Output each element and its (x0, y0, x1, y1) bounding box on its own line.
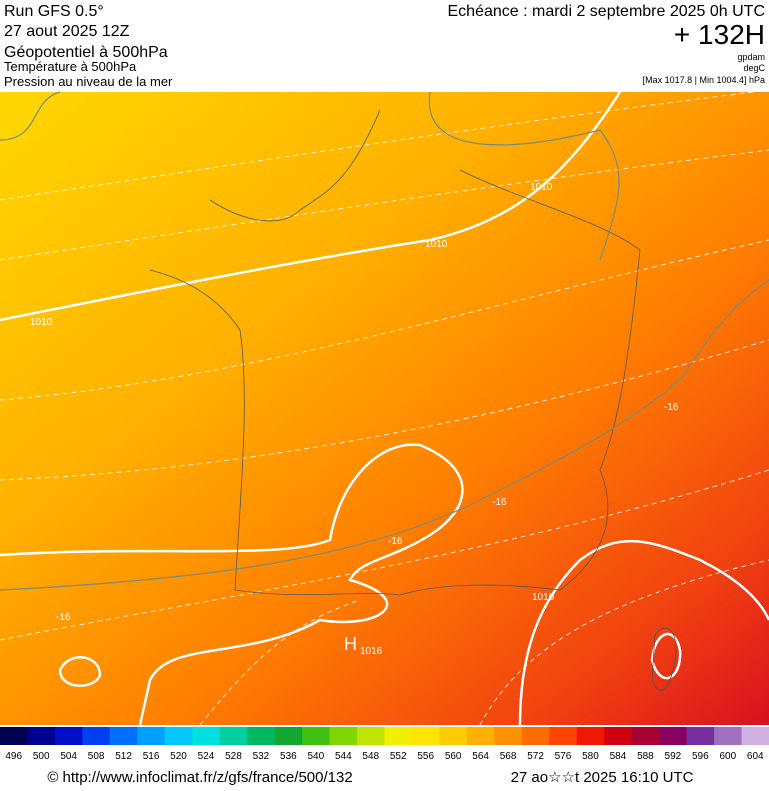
colorbar-label: 508 (88, 751, 105, 762)
colorbar-label: 504 (60, 751, 77, 762)
subtitle: Température à 500hPa (4, 59, 137, 74)
colorbar-swatch (329, 727, 358, 745)
colorbar-swatch (494, 727, 523, 745)
isobar-label: 1010 (425, 239, 448, 250)
colorbar-swatch (714, 727, 743, 745)
colorbar-swatch (549, 727, 578, 745)
colorbar-swatch (27, 727, 56, 745)
title: Géopotentiel à 500hPa (4, 44, 168, 61)
colorbar-label: 572 (527, 751, 544, 762)
colorbar-label: 524 (198, 751, 215, 762)
colorbar-swatch (439, 727, 468, 745)
lead-time: + 132H (674, 19, 765, 50)
isotherms (0, 89, 769, 726)
colorbar-label: 604 (747, 751, 764, 762)
isobar-label: 1010 (532, 592, 555, 603)
colorbar-label: 544 (335, 751, 352, 762)
coastlines (149, 109, 677, 691)
colorbar-label: 576 (555, 751, 572, 762)
colorbar-label: 560 (445, 751, 462, 762)
colorbar-swatch (384, 727, 413, 745)
isobar-label: 1010 (30, 317, 53, 328)
unit: gpdam (737, 52, 765, 62)
isobar-label: 1010 (530, 182, 553, 193)
colorbar-swatch (686, 727, 715, 745)
colorbar-swatch (576, 727, 605, 745)
colorbar-label: 568 (500, 751, 517, 762)
isotherm-label: -16 (56, 612, 71, 623)
freezing-contours (0, 91, 769, 591)
colorbar-swatch (521, 727, 550, 745)
high-pressure-value: 1016 (360, 646, 383, 657)
colorbar-label: 592 (665, 751, 682, 762)
colorbar-label: 548 (362, 751, 379, 762)
colorbar-swatch (137, 727, 166, 745)
isotherm-label: -16 (664, 402, 679, 413)
isobars (0, 91, 769, 726)
colorbar-swatch (247, 727, 276, 745)
colorbar-swatch (604, 727, 633, 745)
high-pressure: H (344, 634, 357, 654)
valid-time: Echéance : mardi 2 septembre 2025 0h UTC (448, 3, 766, 20)
colorbar-label: 556 (417, 751, 434, 762)
colorbar-label: 552 (390, 751, 407, 762)
colorbar-swatch (109, 727, 138, 745)
model: Run GFS 0.5° (4, 3, 104, 20)
colorbar-swatch (164, 727, 193, 745)
run: 27 aout 2025 12Z (4, 23, 130, 40)
colorbar-swatch (631, 727, 660, 745)
colorbar-swatch (466, 727, 495, 745)
colorbar-label: 540 (307, 751, 324, 762)
colorbar-swatch (302, 727, 331, 745)
colorbar-label: 588 (637, 751, 654, 762)
colorbar-swatch (192, 727, 221, 745)
colorbar-label: 596 (692, 751, 709, 762)
unit: degC (743, 63, 765, 73)
colorbar-swatch (219, 727, 248, 745)
isotherm-label: -16 (388, 536, 403, 547)
source: © http://www.infoclimat.fr/z/gfs/france/… (47, 769, 352, 786)
isotherm-label: -16 (492, 497, 507, 508)
generated: 27 ao☆☆t 2025 16:10 UTC (511, 769, 694, 786)
colorbar: 496 500 504 508 512 516 520 524 528 532 536 540 544 5… (0, 727, 769, 762)
colorbar-swatch (54, 727, 83, 745)
colorbar-label: 580 (582, 751, 599, 762)
colorbar-label: 536 (280, 751, 297, 762)
map: 1010 1010 1010 1010 -16 -16 -16 -16 H 10… (0, 89, 769, 726)
colorbar-label: 512 (115, 751, 132, 762)
pressure-range: [Max 1017.8 | Min 1004.4] hPa (643, 75, 765, 85)
colorbar-label: 528 (225, 751, 242, 762)
colorbar-label: 516 (143, 751, 160, 762)
colorbar-label: 496 (5, 751, 22, 762)
colorbar-swatch (741, 727, 769, 745)
colorbar-label: 500 (33, 751, 50, 762)
colorbar-label: 584 (610, 751, 627, 762)
colorbar-swatch (357, 727, 385, 745)
colorbar-label: 600 (719, 751, 736, 762)
subtitle: Pression au niveau de la mer (4, 74, 173, 89)
colorbar-swatch (411, 727, 440, 745)
map-field (0, 92, 769, 725)
colorbar-label: 532 (253, 751, 270, 762)
colorbar-label: 520 (170, 751, 187, 762)
colorbar-swatch (659, 727, 688, 745)
colorbar-swatch (82, 727, 111, 745)
colorbar-swatch (274, 727, 303, 745)
colorbar-label: 564 (472, 751, 489, 762)
colorbar-swatch (0, 727, 28, 745)
